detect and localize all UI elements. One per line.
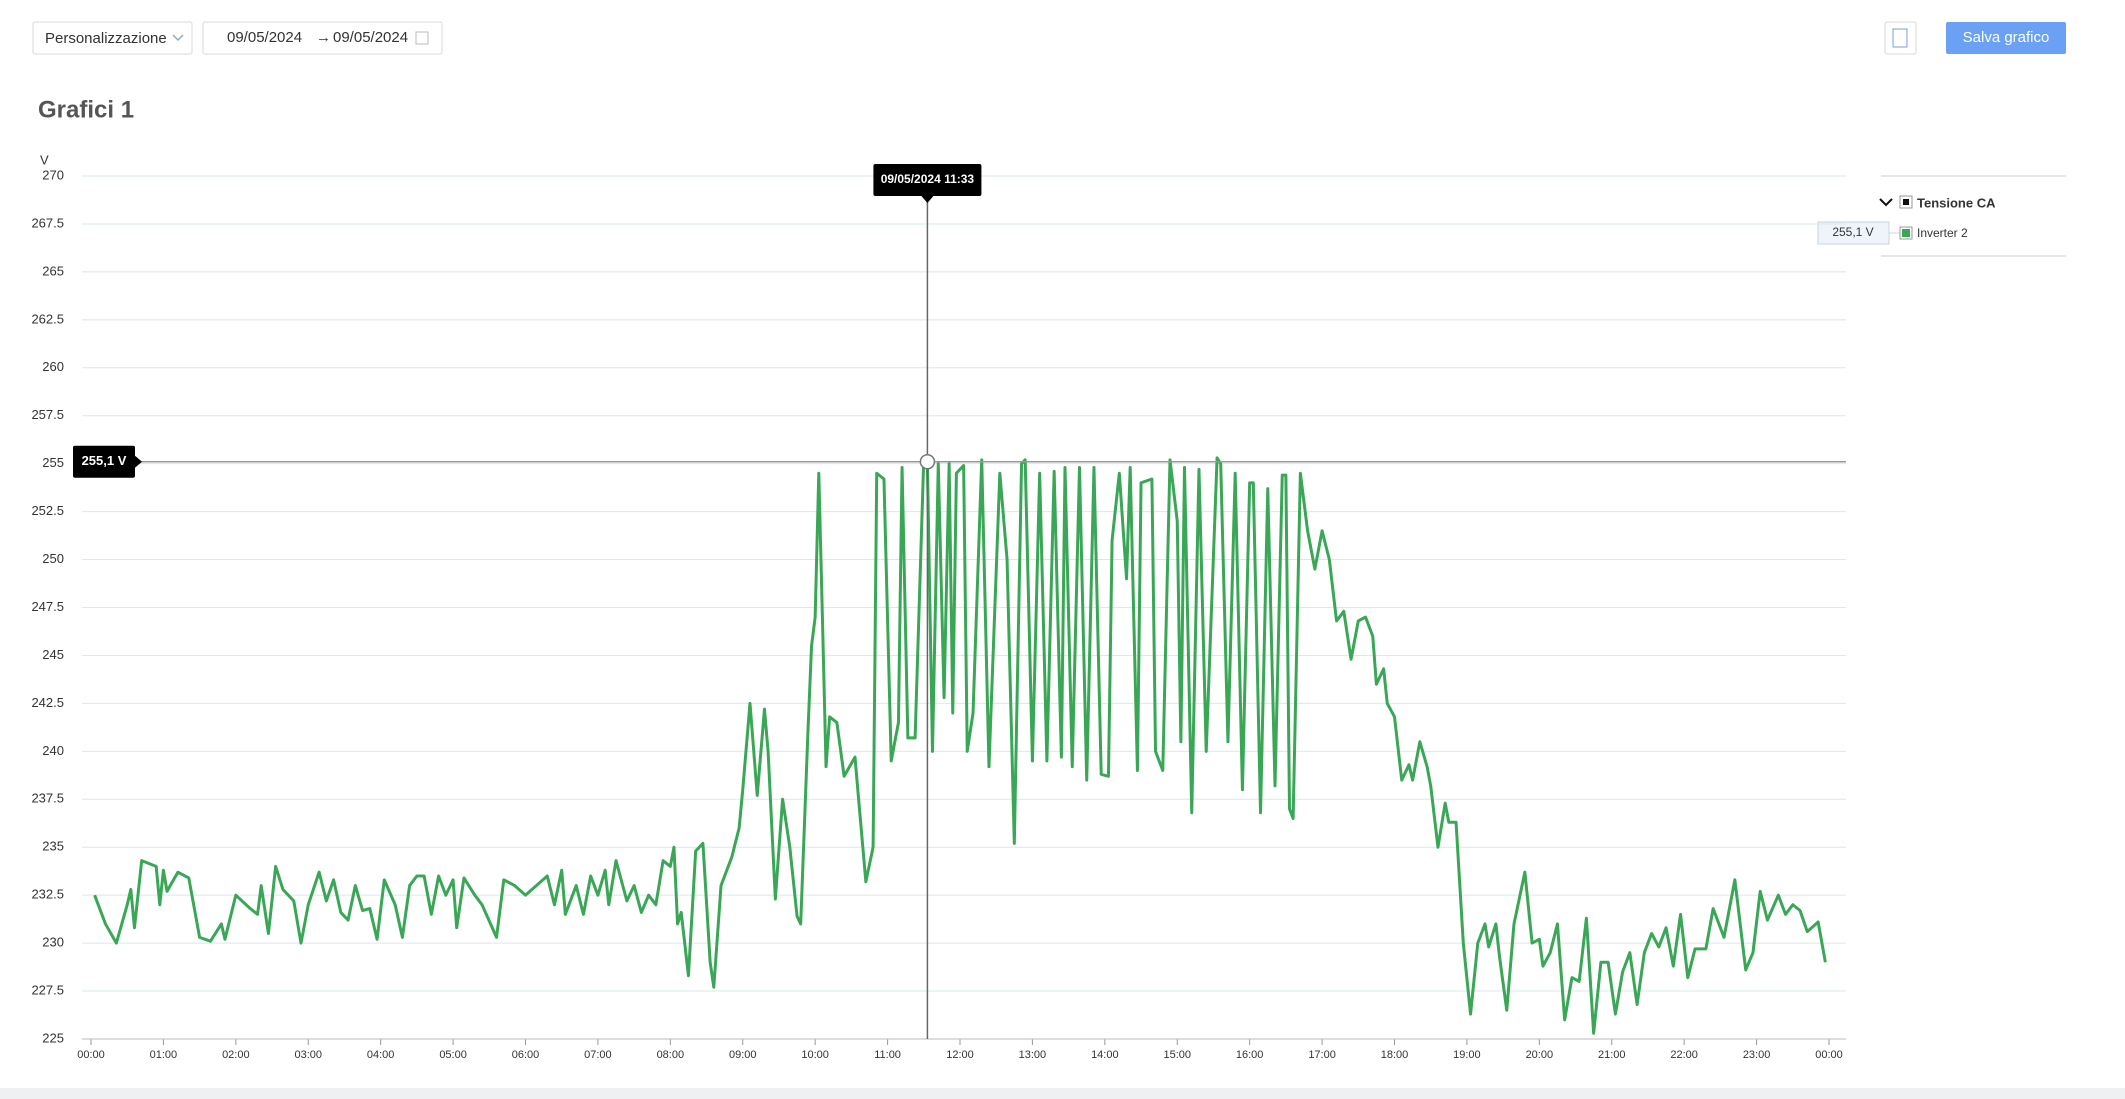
x-tick-label: 19:00 bbox=[1453, 1049, 1481, 1061]
export-button[interactable] bbox=[1884, 21, 1917, 55]
x-tick-label: 23:00 bbox=[1743, 1049, 1771, 1061]
y-tick-label: 227.5 bbox=[31, 982, 64, 997]
cursor-y-pointer bbox=[135, 455, 142, 468]
date-to: 09/05/2024 bbox=[333, 29, 408, 46]
x-tick-label: 18:00 bbox=[1381, 1049, 1409, 1061]
x-tick-label: 07:00 bbox=[584, 1049, 612, 1061]
legend-swatch bbox=[1902, 229, 1910, 237]
x-tick-label: 13:00 bbox=[1019, 1049, 1047, 1061]
legend-group: Tensione CA bbox=[1917, 195, 1996, 210]
x-tick-label: 12:00 bbox=[946, 1049, 974, 1061]
legend-collapse[interactable] bbox=[1879, 198, 1893, 207]
save-button[interactable] bbox=[1946, 22, 2066, 54]
y-tick-label: 240 bbox=[42, 743, 64, 758]
legend-value: 255,1 V bbox=[1832, 225, 1873, 239]
preset-text: Personalizzazione bbox=[45, 30, 167, 47]
cursor-x-pointer bbox=[921, 196, 934, 203]
x-tick-label: 03:00 bbox=[294, 1049, 322, 1061]
y-tick-label: 260 bbox=[42, 359, 64, 374]
x-tick-label: 17:00 bbox=[1308, 1049, 1336, 1061]
y-tick-label: 235 bbox=[42, 839, 64, 854]
chevron bbox=[172, 34, 184, 42]
x-tick-label: 05:00 bbox=[439, 1049, 467, 1061]
x-tick-label: 11:00 bbox=[874, 1049, 901, 1061]
y-tick-label: 225 bbox=[42, 1030, 64, 1045]
x-tick-label: 21:00 bbox=[1598, 1049, 1626, 1061]
y-tick-label: 255 bbox=[42, 455, 64, 470]
x-tick-label: 01:00 bbox=[150, 1049, 178, 1061]
y-tick-label: 242.5 bbox=[31, 695, 64, 710]
calendar-icon bbox=[415, 31, 429, 45]
y-tick-label: 270 bbox=[42, 167, 64, 182]
legend-group-fill bbox=[1903, 199, 1909, 205]
cursor-x-label: 09/05/2024 11:33 bbox=[881, 172, 975, 186]
y-tick-label: 257.5 bbox=[31, 407, 64, 422]
y-tick-label: 245 bbox=[42, 647, 64, 662]
chart-title: Grafici 1 bbox=[38, 96, 134, 123]
y-tick-label: 252.5 bbox=[31, 503, 64, 518]
y-tick-label: 265 bbox=[42, 263, 64, 278]
y-tick-label: 262.5 bbox=[31, 311, 64, 326]
save-button-text: Salva grafico bbox=[1963, 29, 2050, 46]
x-tick-label: 15:00 bbox=[1163, 1049, 1191, 1061]
y-tick-label: 232.5 bbox=[31, 887, 64, 902]
y-tick-label: 230 bbox=[42, 935, 64, 950]
legend-label: Inverter 2 bbox=[1917, 226, 1968, 240]
x-tick-label: 10:00 bbox=[801, 1049, 829, 1061]
x-tick-label: 00:00 bbox=[77, 1049, 105, 1061]
cursor-point bbox=[919, 453, 936, 470]
x-tick-label: 02:00 bbox=[222, 1049, 250, 1061]
x-tick-label: 16:00 bbox=[1236, 1049, 1264, 1061]
x-tick-label: 08:00 bbox=[657, 1049, 685, 1061]
series-line bbox=[93, 456, 1827, 1035]
x-tick-label: 00:00 bbox=[1815, 1049, 1843, 1061]
y-tick-label: 247.5 bbox=[31, 599, 64, 614]
cursor-y-tooltip bbox=[73, 445, 135, 478]
y-axis-unit: V bbox=[40, 152, 49, 167]
x-tick-label: 06:00 bbox=[512, 1049, 540, 1061]
cursor-y-label: 255,1 V bbox=[82, 453, 127, 468]
preset-select[interactable] bbox=[32, 21, 193, 55]
date-from: 09/05/2024 bbox=[227, 29, 302, 46]
date-separator: → bbox=[316, 29, 331, 46]
x-tick-label: 09:00 bbox=[729, 1049, 757, 1061]
x-tick-label: 20:00 bbox=[1526, 1049, 1554, 1061]
y-tick-label: 250 bbox=[42, 551, 64, 566]
x-tick-label: 14:00 bbox=[1091, 1049, 1119, 1061]
footer-strip bbox=[0, 1088, 2125, 1099]
x-tick-label: 04:00 bbox=[367, 1049, 395, 1061]
legend: Inverter 2 bbox=[1899, 226, 1968, 240]
export-icon bbox=[1892, 28, 1908, 48]
date-range[interactable] bbox=[202, 21, 443, 55]
y-tick-label: 267.5 bbox=[31, 215, 64, 230]
x-tick-label: 22:00 bbox=[1670, 1049, 1698, 1061]
cursor-x-tooltip bbox=[873, 164, 982, 196]
y-tick-label: 237.5 bbox=[31, 791, 64, 806]
